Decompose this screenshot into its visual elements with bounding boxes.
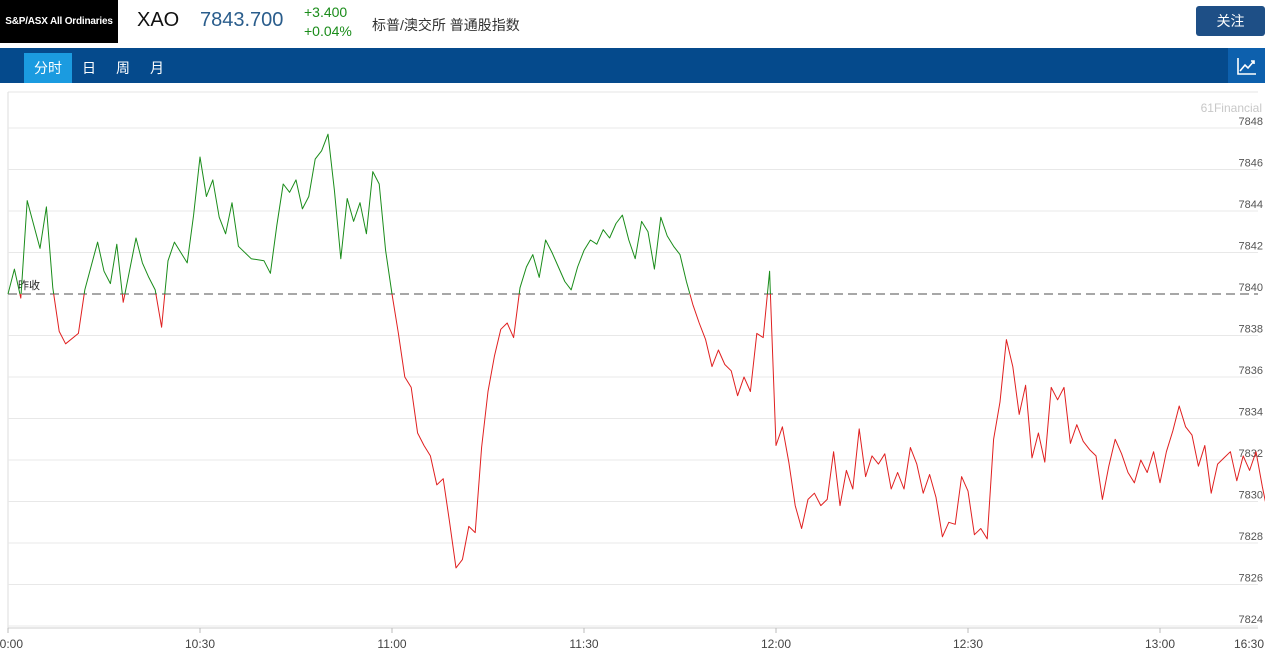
y-tick-label: 7844 [1239,199,1263,211]
price-line-segment [769,293,1265,540]
price-line-segment [53,293,85,345]
y-tick-label: 7834 [1239,407,1263,419]
x-tick-label: 12:30 [953,637,983,651]
last-price: 7843.700 [200,9,284,31]
price-line-segment [19,293,22,299]
symbol: XAO [137,9,180,31]
quote-header: S&P/ASX All Ordinaries XAO 7843.700 +3.4… [0,0,1265,44]
x-tick-label: 10:30 [185,637,215,651]
y-tick-label: 7826 [1239,573,1263,585]
price-change-block: +3.400 +0.04% [304,3,352,41]
tab-intraday[interactable]: 分时 [24,53,72,83]
chart-watermark: 61Financial [1201,101,1262,115]
y-tick-label: 7846 [1239,158,1263,170]
price-line-segment [689,293,768,397]
prev-close-label: 昨收 [18,278,40,292]
price-change: +3.400 [304,4,348,20]
x-tick-label: 12:00 [761,637,791,651]
price-line-segment [518,214,691,295]
intraday-chart-svg: 61Financial 7848 7846 7844 7842 7840 7838 7836… [0,91,1265,651]
period-tab-bar: 分时 日 周 月 [0,48,1265,83]
price-line-segment [7,268,21,295]
chart-type-button[interactable] [1228,48,1265,83]
price-change-percent: +0.04% [304,23,352,39]
x-tick-label: 11:00 [377,637,406,651]
price-line-segment [391,293,520,569]
y-tick-label: 7842 [1239,241,1263,253]
y-tick-label: 7830 [1239,490,1263,502]
line-chart-icon [1236,57,1256,75]
y-tick-label: 7824 [1239,614,1263,626]
index-badge: S&P/ASX All Ordinaries [0,0,118,43]
x-tick-label: 11:30 [569,637,598,651]
price-line-segment [155,293,166,328]
intraday-chart[interactable]: 61Financial 7848 7846 7844 7842 7840 7838 7836… [0,83,1265,657]
x-tick-label: 10:00 [0,637,23,651]
price-line-segment [766,270,771,295]
tab-week[interactable]: 周 [116,60,130,76]
tab-day[interactable]: 日 [82,60,96,76]
price-line-segment [83,241,123,295]
follow-button[interactable]: 关注 [1196,6,1265,36]
price-line-segment [124,237,157,295]
price-line-segment [20,200,55,295]
tab-month[interactable]: 月 [150,60,164,76]
x-tick-label: 13:00 [1145,637,1175,651]
y-tick-label: 7836 [1239,365,1263,377]
y-tick-label: 7848 [1239,116,1263,128]
y-tick-label: 7840 [1239,282,1263,294]
index-name: 标普/澳交所 普通股指数 [372,17,520,33]
x-tick-label: 16:30 [1234,637,1264,651]
y-tick-label: 7838 [1239,324,1263,336]
price-line-segment [164,133,393,295]
y-tick-label: 7828 [1239,531,1263,543]
price-line-segment [121,293,126,303]
